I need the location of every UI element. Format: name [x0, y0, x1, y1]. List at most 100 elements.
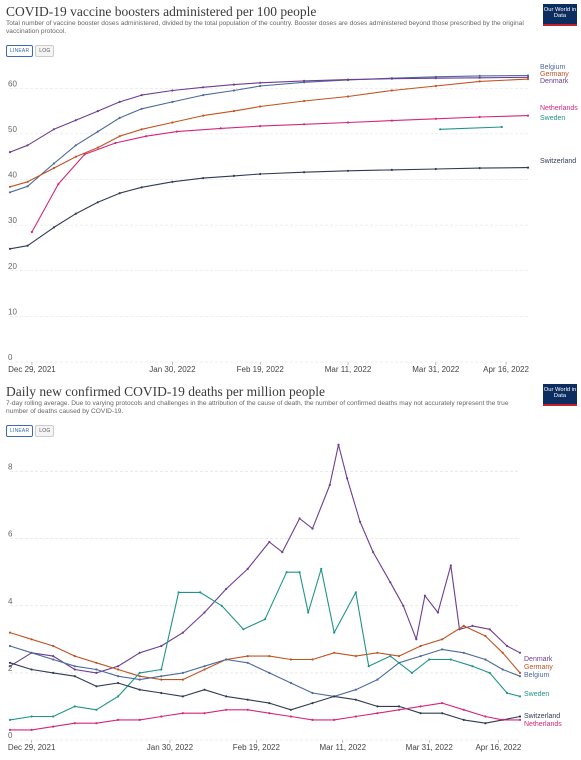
- data-point-belgium[interactable]: [52, 658, 55, 661]
- data-point-netherlands[interactable]: [145, 135, 148, 138]
- data-point-sweden[interactable]: [8, 718, 12, 721]
- data-point-switzerland[interactable]: [118, 192, 121, 195]
- data-point-germany[interactable]: [354, 655, 357, 658]
- data-point-belgium[interactable]: [8, 191, 12, 194]
- data-point-netherlands[interactable]: [225, 708, 228, 711]
- data-point-germany[interactable]: [140, 128, 143, 131]
- data-point-netherlands[interactable]: [73, 722, 76, 725]
- data-point-switzerland[interactable]: [376, 705, 379, 708]
- data-point-netherlands[interactable]: [181, 712, 184, 715]
- data-point-denmark[interactable]: [117, 665, 120, 668]
- data-point-denmark[interactable]: [526, 76, 530, 79]
- data-point-denmark[interactable]: [52, 655, 55, 658]
- data-point-germany[interactable]: [376, 651, 379, 654]
- data-point-netherlands[interactable]: [268, 712, 271, 715]
- data-point-sweden[interactable]: [505, 691, 509, 695]
- data-point-netherlands[interactable]: [518, 718, 522, 721]
- data-point-netherlands[interactable]: [8, 728, 12, 731]
- data-point-denmark[interactable]: [402, 604, 405, 607]
- data-point-netherlands[interactable]: [484, 715, 487, 718]
- data-point-germany[interactable]: [303, 99, 306, 103]
- data-point-switzerland[interactable]: [160, 691, 163, 695]
- series-line-denmark[interactable]: [9, 444, 521, 674]
- data-point-sweden[interactable]: [30, 715, 33, 718]
- data-point-germany[interactable]: [8, 185, 12, 188]
- data-point-belgium[interactable]: [171, 100, 174, 103]
- legend-label-germany[interactable]: Germany: [540, 71, 569, 78]
- data-point-sweden[interactable]: [117, 695, 120, 698]
- data-point-germany[interactable]: [501, 651, 504, 654]
- linear-scale-button[interactable]: LINEAR: [6, 425, 34, 437]
- data-point-germany[interactable]: [160, 678, 163, 681]
- data-point-belgium[interactable]: [462, 651, 465, 654]
- data-point-denmark[interactable]: [389, 581, 392, 584]
- data-point-netherlands[interactable]: [478, 115, 481, 119]
- data-point-switzerland[interactable]: [225, 695, 228, 698]
- data-point-netherlands[interactable]: [311, 718, 314, 721]
- data-point-sweden[interactable]: [177, 591, 180, 594]
- data-point-sweden[interactable]: [242, 628, 245, 631]
- data-point-netherlands[interactable]: [376, 712, 379, 715]
- linear-scale-button[interactable]: LINEAR: [6, 45, 34, 57]
- data-point-belgium[interactable]: [526, 74, 530, 77]
- data-point-belgium[interactable]: [52, 162, 56, 165]
- data-point-sweden[interactable]: [95, 708, 98, 711]
- data-point-germany[interactable]: [203, 668, 206, 671]
- data-point-denmark[interactable]: [95, 671, 98, 674]
- data-point-germany[interactable]: [259, 105, 262, 108]
- data-point-denmark[interactable]: [52, 128, 56, 131]
- data-point-germany[interactable]: [74, 155, 77, 158]
- data-point-switzerland[interactable]: [526, 166, 530, 169]
- data-point-netherlands[interactable]: [434, 117, 437, 120]
- data-point-denmark[interactable]: [303, 79, 306, 82]
- data-point-netherlands[interactable]: [203, 712, 206, 715]
- data-point-germany[interactable]: [397, 655, 401, 658]
- data-point-sweden[interactable]: [428, 658, 431, 661]
- log-scale-button[interactable]: LOG: [35, 425, 55, 437]
- data-point-denmark[interactable]: [311, 527, 314, 530]
- data-point-germany[interactable]: [484, 634, 487, 638]
- data-point-netherlands[interactable]: [138, 718, 141, 721]
- series-line-sweden[interactable]: [440, 126, 502, 130]
- data-point-sweden[interactable]: [138, 671, 141, 674]
- data-point-sweden[interactable]: [367, 665, 370, 668]
- data-point-belgium[interactable]: [376, 678, 379, 681]
- log-scale-button[interactable]: LOG: [35, 45, 55, 57]
- series-line-germany[interactable]: [9, 78, 529, 188]
- data-point-belgium[interactable]: [501, 668, 504, 671]
- data-point-sweden[interactable]: [488, 671, 491, 674]
- data-point-netherlands[interactable]: [419, 705, 422, 708]
- legend-label-netherlands[interactable]: Netherlands: [540, 105, 578, 112]
- data-point-netherlands[interactable]: [95, 722, 98, 725]
- data-point-belgium[interactable]: [95, 668, 98, 671]
- data-point-sweden[interactable]: [298, 571, 301, 574]
- data-point-sweden[interactable]: [73, 705, 76, 708]
- data-point-switzerland[interactable]: [52, 671, 55, 674]
- data-point-denmark[interactable]: [488, 628, 491, 631]
- data-point-germany[interactable]: [232, 110, 235, 113]
- data-point-denmark[interactable]: [246, 567, 249, 570]
- data-point-switzerland[interactable]: [117, 681, 120, 685]
- data-point-germany[interactable]: [346, 95, 350, 98]
- data-point-germany[interactable]: [118, 135, 121, 138]
- data-point-switzerland[interactable]: [246, 698, 249, 701]
- data-point-belgium[interactable]: [354, 688, 357, 691]
- data-point-germany[interactable]: [289, 658, 292, 661]
- data-point-denmark[interactable]: [518, 651, 522, 654]
- data-point-belgium[interactable]: [419, 655, 422, 658]
- data-point-netherlands[interactable]: [83, 153, 86, 156]
- data-point-denmark[interactable]: [298, 517, 301, 520]
- data-point-germany[interactable]: [526, 78, 530, 81]
- data-point-switzerland[interactable]: [202, 177, 205, 180]
- data-point-switzerland[interactable]: [140, 186, 143, 189]
- data-point-belgium[interactable]: [160, 675, 163, 678]
- data-point-belgium[interactable]: [73, 665, 76, 668]
- data-point-netherlands[interactable]: [246, 708, 249, 711]
- data-point-switzerland[interactable]: [203, 688, 206, 691]
- data-point-netherlands[interactable]: [30, 230, 33, 234]
- data-point-switzerland[interactable]: [478, 167, 481, 170]
- data-point-netherlands[interactable]: [462, 708, 465, 711]
- data-point-germany[interactable]: [95, 661, 98, 664]
- data-point-netherlands[interactable]: [526, 114, 530, 117]
- data-point-belgium[interactable]: [518, 675, 522, 678]
